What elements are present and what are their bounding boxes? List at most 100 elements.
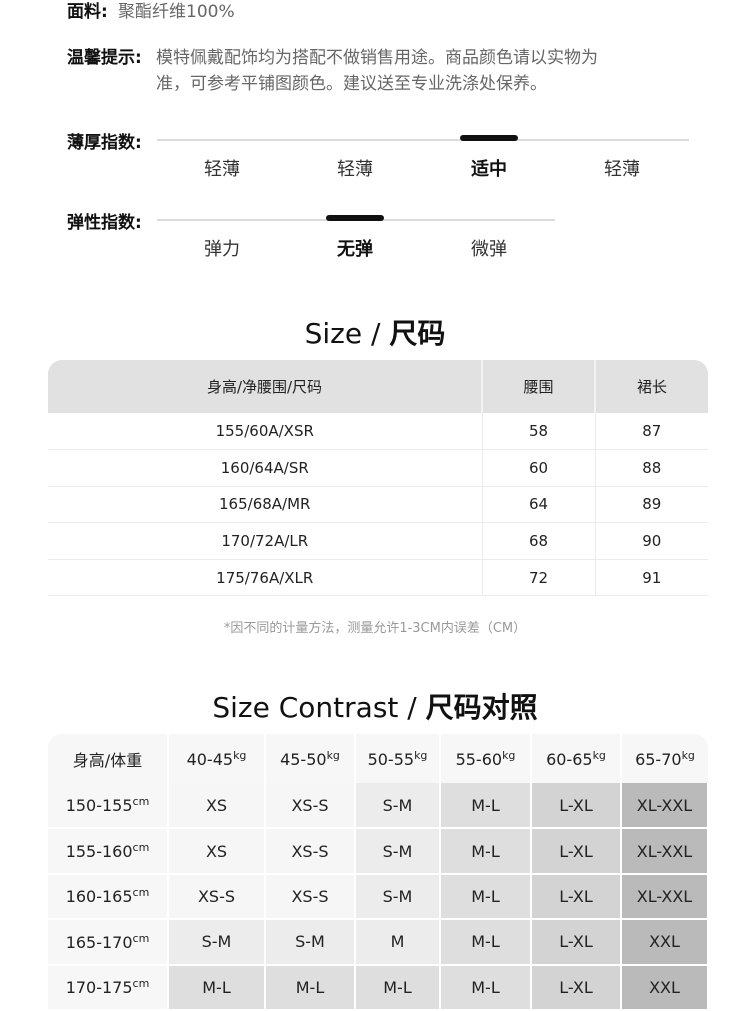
size-code-cell: 165/68A/MR [48, 486, 483, 524]
thickness-label: 薄厚指数: [67, 133, 142, 153]
size-cell: XXL [621, 919, 709, 966]
table-row: 155-160cm XS XS-S S-M M-L L-XL XL-XXL [48, 828, 709, 875]
table-row: 150-155cm XS XS-S S-M M-L L-XL XL-XXL [48, 783, 709, 830]
weight-header: 40-45kg [168, 734, 266, 783]
weight-header: 55-60kg [440, 734, 532, 783]
weight-unit: kg [233, 748, 247, 762]
thickness-marker [460, 135, 518, 141]
length-cell: 89 [595, 486, 708, 524]
table-row: 160-165cm XS-S XS-S S-M M-L L-XL XL-XXL [48, 873, 709, 921]
size-cell: L-XL [531, 919, 622, 966]
size-title-en: Size / [304, 317, 390, 350]
size-cell: S-M [355, 873, 441, 921]
table-row: 170/72A/LR 68 90 [48, 522, 708, 560]
size-table: 身高/净腰围/尺码 腰围 裙长 155/60A/XSR 58 87 160/64A/S… [48, 360, 708, 597]
height-header: 170-175cm [48, 964, 169, 1011]
height-header: 160-165cm [48, 873, 169, 921]
weight-header: 65-70kg [621, 734, 708, 783]
thickness-option: 轻薄 [604, 159, 640, 180]
weight-header: 45-50kg [265, 734, 356, 783]
size-cell: XS-S [168, 873, 266, 921]
size-cell: XS-S [265, 828, 356, 875]
height-header: 155-160cm [48, 828, 169, 875]
size-title-cn: 尺码 [389, 317, 446, 350]
size-cell: XS [168, 828, 266, 875]
weight-header: 50-55kg [355, 734, 441, 783]
elasticity-option: 微弹 [471, 239, 507, 260]
size-cell: M-L [440, 783, 532, 830]
size-contrast-table: 身高/体重 40-45kg 45-50kg 50-55kg 55-60kg 60-65kg… [48, 734, 709, 1011]
height-header: 150-155cm [48, 783, 169, 830]
size-cell: M [355, 919, 441, 966]
tip-line-1: 模特佩戴配饰均为搭配不做销售用途。商品颜色请以实物为 [156, 48, 598, 68]
size-cell: XL-XXL [621, 783, 709, 830]
weight-range: 65-70 [635, 749, 682, 769]
contrast-title-en: Size Contrast / [212, 691, 426, 724]
thickness-track [157, 139, 689, 141]
table-row: 160/64A/SR 60 88 [48, 449, 708, 487]
waist-cell: 64 [482, 486, 596, 524]
weight-unit: kg [502, 748, 516, 762]
table-row: 175/76A/XLR 72 91 [48, 559, 708, 597]
height-range: 150-155 [65, 796, 133, 816]
weight-range: 50-55 [367, 749, 415, 769]
weight-unit: kg [592, 748, 606, 762]
length-cell: 91 [595, 559, 708, 597]
length-cell: 87 [595, 413, 708, 451]
length-cell: 88 [595, 449, 708, 487]
size-cell: XS-S [265, 873, 356, 921]
measurement-note: *因不同的计量方法，测量允许1-3CM内误差（CM） [223, 621, 527, 636]
size-cell: S-M [265, 919, 356, 966]
weight-range: 40-45 [186, 749, 234, 769]
size-code-cell: 160/64A/SR [48, 449, 483, 487]
size-cell: XS-S [265, 783, 356, 830]
height-range: 170-175 [65, 978, 133, 998]
height-unit: cm [132, 795, 150, 809]
size-cell: M-L [440, 919, 532, 966]
thickness-option: 轻薄 [204, 159, 240, 180]
height-unit: cm [132, 886, 150, 900]
size-cell: L-XL [531, 873, 622, 921]
table-row: 165/68A/MR 64 89 [48, 486, 708, 524]
tip-line-2: 准，可参考平铺图颜色。建议送至专业洗涤处保养。 [156, 74, 547, 94]
size-cell: XS [168, 783, 266, 830]
size-cell: L-XL [531, 964, 622, 1011]
thickness-option: 轻薄 [337, 159, 373, 180]
tip-label: 温馨提示: [67, 48, 142, 68]
size-code-cell: 170/72A/LR [48, 522, 483, 560]
thickness-option: 适中 [471, 159, 507, 180]
fabric-value: 聚酯纤维100% [118, 2, 235, 22]
weight-unit: kg [681, 748, 695, 762]
weight-range: 55-60 [455, 749, 503, 769]
header-height-waist-size: 身高/净腰围/尺码 [48, 360, 483, 413]
elasticity-marker [326, 215, 384, 221]
height-unit: cm [132, 977, 150, 991]
size-cell: M-L [440, 873, 532, 921]
size-cell: S-M [355, 828, 441, 875]
waist-cell: 60 [482, 449, 596, 487]
height-unit: cm [132, 931, 150, 945]
size-cell: L-XL [531, 783, 622, 830]
size-cell: M-L [168, 964, 266, 1011]
weight-header: 60-65kg [531, 734, 622, 783]
size-cell: XL-XXL [621, 828, 709, 875]
table-row: 170-175cm M-L M-L M-L M-L L-XL XXL [48, 964, 709, 1011]
waist-cell: 68 [482, 522, 596, 560]
table-row: 155/60A/XSR 58 87 [48, 413, 708, 451]
weight-range: 45-50 [280, 749, 327, 769]
size-code-cell: 155/60A/XSR [48, 413, 483, 451]
height-range: 160-165 [65, 887, 133, 907]
table-row: 165-170cm S-M S-M M M-L L-XL XXL [48, 919, 709, 966]
size-title: Size / 尺码 [0, 312, 750, 352]
size-cell: L-XL [531, 828, 622, 875]
weight-range: 60-65 [546, 749, 593, 769]
header-length: 裙长 [595, 360, 708, 413]
contrast-title-cn: 尺码对照 [425, 691, 538, 724]
height-range: 155-160 [65, 842, 133, 862]
waist-cell: 58 [482, 413, 596, 451]
size-cell: M-L [355, 964, 441, 1011]
elasticity-option: 弹力 [204, 239, 240, 260]
size-code-cell: 175/76A/XLR [48, 559, 483, 597]
elasticity-option: 无弹 [337, 239, 373, 260]
size-cell: S-M [168, 919, 266, 966]
